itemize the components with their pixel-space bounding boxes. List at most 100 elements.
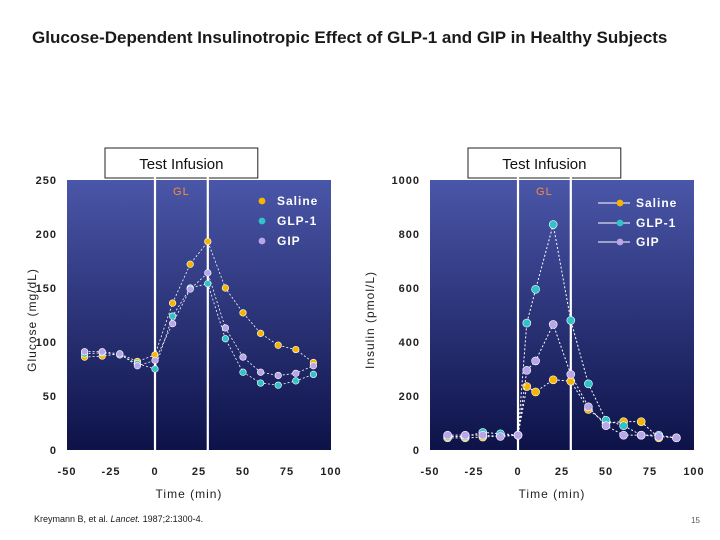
- data-point-saline: [292, 345, 300, 354]
- data-point-saline: [186, 260, 194, 268]
- insulin-chart: Test Infusion GL 0 200 400 600 800 1000 -50 -25 0 2…: [363, 147, 704, 501]
- y-tick-label: 400: [399, 337, 420, 349]
- data-point-gip: [619, 430, 628, 440]
- test-infusion-box: [467, 147, 622, 179]
- y-tick-label: 200: [36, 229, 57, 241]
- y-tick-label: 0: [50, 445, 57, 457]
- data-point-gip: [496, 432, 505, 441]
- legend-marker-saline: [258, 197, 266, 205]
- data-point-gip: [672, 433, 681, 443]
- y-tick-label: 800: [399, 229, 420, 241]
- x-tick-label: -25: [465, 466, 484, 478]
- series-line-saline: [447, 379, 660, 439]
- x-tick-label: 25: [555, 466, 569, 478]
- data-point-gip: [274, 371, 282, 380]
- data-point-saline: [531, 387, 540, 397]
- x-tick-label: 75: [280, 466, 294, 478]
- test-infusion-label: Test Infusion: [139, 156, 223, 173]
- y-tick-label: 250: [36, 175, 57, 187]
- data-point-gip: [98, 348, 106, 356]
- glucose-chart: Test Infusion GL 0 50 100 150 200 250 -50 -25 0 25 5…: [25, 147, 341, 501]
- data-point-glp1: [309, 370, 318, 379]
- page-number: 15: [691, 516, 700, 525]
- x-tick-label: 100: [320, 466, 341, 478]
- x-tick-label: 0: [151, 466, 158, 478]
- data-point-gip: [292, 369, 300, 377]
- data-point-gip: [478, 430, 488, 440]
- gl-label: GL: [173, 186, 190, 198]
- data-point-glp1: [566, 316, 576, 325]
- data-point-saline: [239, 309, 247, 317]
- x-axis-title: Time (min): [519, 487, 586, 501]
- data-point-saline: [221, 284, 229, 292]
- legend-marker-glp1: [258, 217, 266, 225]
- legend-marker-gip: [616, 238, 624, 246]
- data-point-gip: [522, 366, 532, 375]
- data-point-gip: [309, 362, 318, 370]
- y-tick-label: 100: [36, 337, 57, 349]
- data-point-gip: [513, 430, 523, 440]
- data-point-gip: [566, 370, 576, 379]
- data-point-glp1: [204, 280, 212, 288]
- data-point-gip: [531, 356, 540, 366]
- data-point-glp1: [169, 312, 177, 320]
- data-point-saline: [204, 237, 212, 246]
- legend-marker-glp1: [616, 219, 624, 227]
- legend-label-glp1: GLP-1: [636, 216, 676, 230]
- data-point-gip: [169, 320, 177, 328]
- x-tick-label: 0: [514, 466, 521, 478]
- x-tick-label: 75: [643, 466, 657, 478]
- citation-authors: Kreymann B, et al.: [34, 514, 111, 524]
- data-point-glp1: [274, 381, 282, 389]
- x-axis-title: Time (min): [156, 487, 223, 501]
- x-tick-label: 50: [236, 466, 250, 478]
- data-point-gip: [239, 353, 247, 361]
- x-tick-label: 100: [683, 466, 704, 478]
- data-point-saline: [548, 375, 558, 385]
- test-infusion-box: [104, 147, 259, 179]
- y-axis-title: Insulin (pmol/L): [363, 271, 377, 369]
- data-point-saline: [257, 329, 265, 337]
- data-point-gip: [548, 320, 558, 329]
- data-point-glp1: [257, 379, 265, 387]
- legend-marker-saline: [616, 199, 624, 207]
- legend-label-glp1: GLP-1: [277, 214, 317, 228]
- data-point-gip: [80, 348, 89, 356]
- data-point-glp1: [531, 285, 540, 294]
- plot-area: [67, 180, 331, 450]
- data-point-gip: [116, 350, 124, 358]
- data-point-gip: [443, 430, 452, 440]
- data-point-glp1: [548, 220, 558, 229]
- legend-label-gip: GIP: [277, 234, 301, 248]
- x-tick-label: -25: [102, 466, 121, 478]
- data-point-gip: [151, 356, 159, 364]
- x-tick-label: -50: [58, 466, 77, 478]
- citation-journal: Lancet.: [110, 514, 141, 524]
- data-point-gip: [654, 432, 664, 441]
- legend-marker-gip: [258, 237, 266, 245]
- data-point-saline: [274, 341, 282, 349]
- data-point-gip: [636, 430, 646, 440]
- data-point-gip: [133, 362, 141, 370]
- plot-area: [430, 180, 694, 450]
- gl-label: GL: [536, 186, 553, 198]
- y-tick-label: 0: [413, 445, 420, 457]
- data-point-glp1: [522, 318, 532, 328]
- data-point-gip: [186, 285, 194, 293]
- legend-label-gip: GIP: [636, 235, 660, 249]
- data-point-gip: [584, 402, 593, 412]
- y-tick-label: 600: [399, 283, 420, 295]
- y-axis-title: Glucose (mg/dL): [25, 268, 39, 372]
- data-point-saline: [636, 417, 646, 426]
- data-point-gip: [204, 269, 212, 277]
- x-tick-label: -50: [421, 466, 440, 478]
- data-point-gip: [601, 421, 611, 431]
- citation-rest: 1987;2:1300-4.: [140, 514, 204, 524]
- y-tick-label: 1000: [392, 175, 420, 187]
- x-tick-label: 25: [192, 466, 206, 478]
- data-point-glp1: [584, 379, 593, 389]
- data-point-glp1: [619, 421, 628, 431]
- data-point-glp1: [239, 368, 247, 376]
- data-point-gip: [221, 324, 229, 332]
